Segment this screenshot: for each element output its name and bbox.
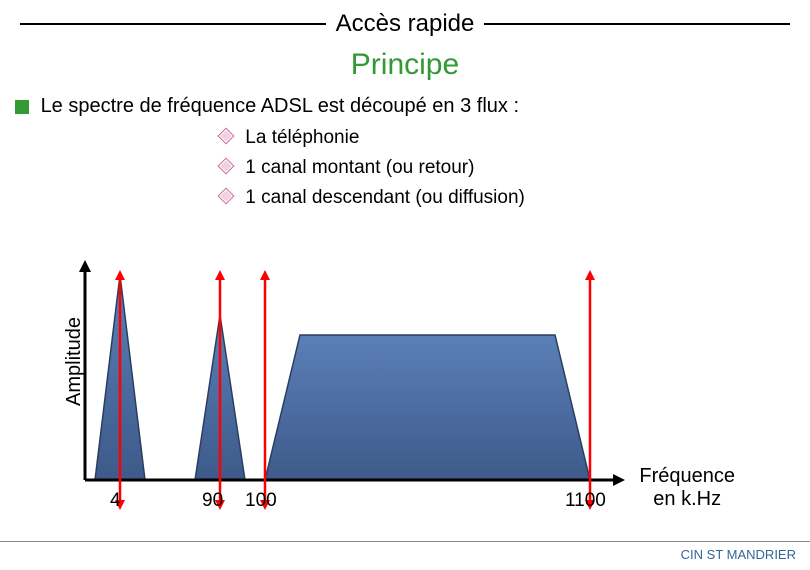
bullet-item: 1 canal montant (ou retour) [220, 153, 810, 183]
spectrum-chart: Amplitude 4901001100 Fréquenceen k.Hz [35, 255, 775, 535]
bullet-text: La téléphonie [245, 127, 359, 148]
diamond-icon [218, 157, 235, 174]
header-text: Accès rapide [326, 10, 485, 38]
diamond-icon [218, 187, 235, 204]
bullet-text: 1 canal montant (ou retour) [245, 157, 474, 178]
square-bullet-icon [15, 100, 29, 114]
x-tick-label: 1100 [565, 490, 606, 512]
header: Accès rapide [0, 0, 810, 43]
page-title: Principe [0, 43, 810, 87]
x-tick-label: 90 [202, 490, 223, 512]
x-tick-label: 100 [245, 490, 277, 512]
main-statement: Le spectre de fréquence ADSL est découpé… [0, 87, 810, 118]
bullet-list: La téléphonie 1 canal montant (ou retour… [0, 118, 810, 213]
chart-svg [65, 255, 705, 525]
footer-text: CIN ST MANDRIER [681, 547, 796, 562]
title-text: Principe [351, 48, 459, 81]
diamond-icon [218, 127, 235, 144]
main-text-content: Le spectre de fréquence ADSL est découpé… [41, 95, 519, 117]
bullet-item: 1 canal descendant (ou diffusion) [220, 183, 810, 213]
bottom-divider [0, 541, 810, 542]
bullet-text: 1 canal descendant (ou diffusion) [245, 187, 525, 208]
header-line-left [20, 23, 326, 25]
x-tick-label: 4 [110, 490, 121, 512]
bullet-item: La téléphonie [220, 123, 810, 153]
x-axis-title: Fréquenceen k.Hz [639, 465, 735, 511]
header-line-right [484, 23, 790, 25]
